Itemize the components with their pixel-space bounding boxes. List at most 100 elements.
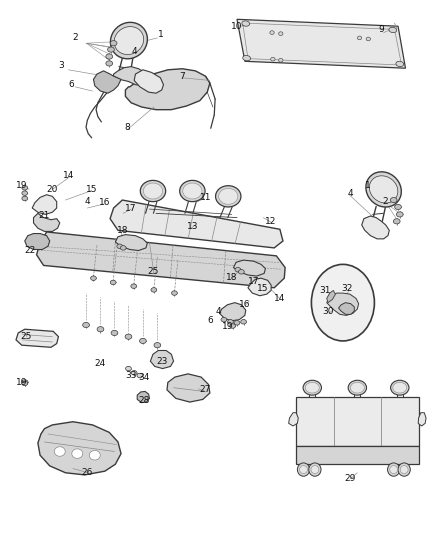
Ellipse shape bbox=[392, 382, 406, 393]
Ellipse shape bbox=[389, 197, 396, 203]
Ellipse shape bbox=[82, 322, 89, 328]
Text: 1: 1 bbox=[364, 181, 369, 190]
Ellipse shape bbox=[310, 466, 318, 473]
Ellipse shape bbox=[269, 31, 274, 35]
Text: 18: 18 bbox=[226, 273, 237, 281]
Polygon shape bbox=[38, 422, 121, 475]
Ellipse shape bbox=[387, 463, 399, 476]
Polygon shape bbox=[110, 200, 283, 248]
Ellipse shape bbox=[131, 284, 136, 288]
Ellipse shape bbox=[394, 204, 400, 209]
Ellipse shape bbox=[233, 321, 239, 325]
Polygon shape bbox=[417, 413, 425, 426]
Text: 18: 18 bbox=[117, 226, 128, 235]
Text: 7: 7 bbox=[179, 72, 185, 81]
Text: 10: 10 bbox=[231, 22, 242, 31]
Polygon shape bbox=[361, 216, 389, 239]
Text: 13: 13 bbox=[186, 222, 198, 231]
Ellipse shape bbox=[388, 27, 396, 33]
Polygon shape bbox=[288, 413, 297, 426]
Text: 11: 11 bbox=[199, 193, 211, 202]
Ellipse shape bbox=[107, 47, 114, 52]
Text: 15: 15 bbox=[256, 284, 268, 293]
Text: 14: 14 bbox=[274, 294, 285, 303]
Ellipse shape bbox=[22, 191, 28, 196]
Ellipse shape bbox=[357, 36, 361, 40]
Text: 4: 4 bbox=[85, 197, 90, 206]
Polygon shape bbox=[33, 213, 60, 231]
Text: 22: 22 bbox=[25, 246, 36, 255]
Text: 32: 32 bbox=[341, 284, 352, 293]
Text: 19: 19 bbox=[16, 181, 28, 190]
Ellipse shape bbox=[347, 380, 366, 395]
Polygon shape bbox=[166, 374, 209, 402]
Ellipse shape bbox=[302, 380, 321, 395]
Text: 21: 21 bbox=[38, 212, 49, 221]
Ellipse shape bbox=[241, 21, 249, 26]
Polygon shape bbox=[93, 71, 121, 93]
Ellipse shape bbox=[242, 55, 250, 61]
Text: 6: 6 bbox=[69, 79, 74, 88]
Text: 19: 19 bbox=[221, 321, 233, 330]
Ellipse shape bbox=[297, 463, 309, 476]
Ellipse shape bbox=[238, 270, 244, 274]
Ellipse shape bbox=[125, 366, 131, 371]
Ellipse shape bbox=[396, 212, 402, 217]
Text: 30: 30 bbox=[321, 307, 333, 316]
Polygon shape bbox=[25, 233, 49, 249]
Ellipse shape bbox=[97, 327, 104, 332]
Ellipse shape bbox=[218, 188, 237, 204]
Ellipse shape bbox=[72, 449, 82, 458]
Ellipse shape bbox=[278, 32, 283, 36]
Text: 31: 31 bbox=[319, 286, 330, 295]
Ellipse shape bbox=[89, 450, 100, 460]
Ellipse shape bbox=[304, 382, 318, 393]
Text: 4: 4 bbox=[346, 189, 352, 198]
Polygon shape bbox=[16, 329, 58, 348]
Text: 14: 14 bbox=[63, 171, 74, 180]
Text: 25: 25 bbox=[20, 332, 32, 341]
Ellipse shape bbox=[140, 180, 165, 201]
Ellipse shape bbox=[117, 244, 122, 248]
Ellipse shape bbox=[54, 447, 65, 456]
Polygon shape bbox=[233, 260, 265, 276]
Polygon shape bbox=[295, 397, 418, 446]
Text: 33: 33 bbox=[125, 371, 137, 380]
Text: 25: 25 bbox=[147, 268, 158, 276]
Ellipse shape bbox=[151, 288, 156, 292]
Ellipse shape bbox=[22, 381, 28, 386]
Ellipse shape bbox=[365, 37, 370, 41]
Ellipse shape bbox=[110, 22, 147, 59]
Polygon shape bbox=[150, 351, 173, 368]
Polygon shape bbox=[295, 446, 418, 464]
Ellipse shape bbox=[397, 463, 410, 476]
Circle shape bbox=[311, 264, 374, 341]
Polygon shape bbox=[32, 195, 57, 214]
Polygon shape bbox=[134, 70, 163, 93]
Text: 17: 17 bbox=[247, 277, 259, 286]
Text: 16: 16 bbox=[99, 198, 110, 207]
Text: 34: 34 bbox=[138, 373, 149, 382]
Ellipse shape bbox=[139, 338, 146, 344]
Ellipse shape bbox=[215, 185, 240, 207]
Text: 4: 4 bbox=[131, 47, 137, 55]
Ellipse shape bbox=[240, 320, 246, 324]
Ellipse shape bbox=[395, 61, 403, 67]
Ellipse shape bbox=[22, 185, 28, 190]
Ellipse shape bbox=[111, 330, 117, 336]
Ellipse shape bbox=[106, 61, 112, 66]
Ellipse shape bbox=[389, 466, 397, 473]
Text: 17: 17 bbox=[125, 204, 137, 213]
Ellipse shape bbox=[22, 196, 28, 201]
Text: 9: 9 bbox=[378, 26, 383, 35]
Text: 12: 12 bbox=[265, 217, 276, 226]
Ellipse shape bbox=[137, 373, 142, 378]
Ellipse shape bbox=[154, 343, 160, 348]
Ellipse shape bbox=[368, 176, 397, 203]
Polygon shape bbox=[237, 19, 405, 68]
Text: 3: 3 bbox=[58, 61, 64, 70]
Ellipse shape bbox=[110, 280, 116, 285]
Text: 1: 1 bbox=[157, 30, 163, 39]
Ellipse shape bbox=[143, 183, 162, 199]
Ellipse shape bbox=[179, 180, 205, 201]
